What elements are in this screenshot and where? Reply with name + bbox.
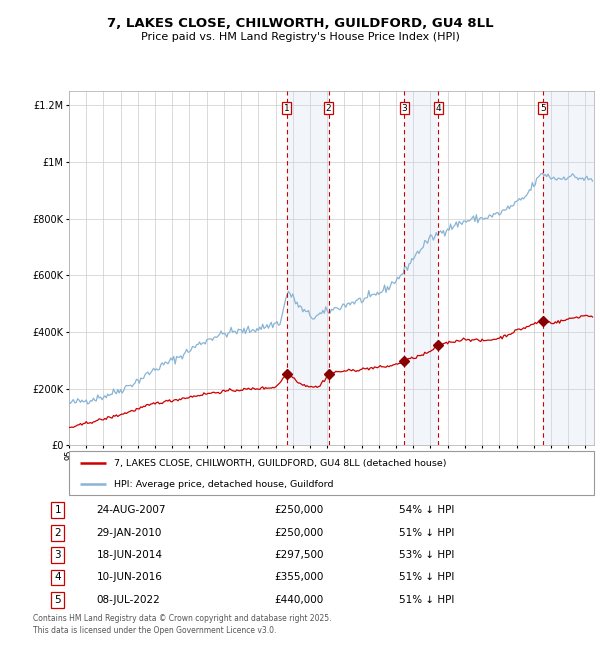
Text: £297,500: £297,500	[275, 550, 324, 560]
Text: 51% ↓ HPI: 51% ↓ HPI	[399, 573, 454, 582]
Text: 5: 5	[540, 103, 545, 112]
Text: £250,000: £250,000	[275, 506, 324, 515]
Text: 18-JUN-2014: 18-JUN-2014	[97, 550, 163, 560]
Text: 51% ↓ HPI: 51% ↓ HPI	[399, 528, 454, 538]
Text: 7, LAKES CLOSE, CHILWORTH, GUILDFORD, GU4 8LL (detached house): 7, LAKES CLOSE, CHILWORTH, GUILDFORD, GU…	[113, 459, 446, 468]
Text: 53% ↓ HPI: 53% ↓ HPI	[399, 550, 454, 560]
Text: 2: 2	[326, 103, 331, 112]
Bar	[287, 91, 329, 445]
Text: 4: 4	[435, 103, 441, 112]
Text: 7, LAKES CLOSE, CHILWORTH, GUILDFORD, GU4 8LL: 7, LAKES CLOSE, CHILWORTH, GUILDFORD, GU…	[107, 17, 493, 30]
Bar	[404, 91, 438, 445]
Bar	[542, 91, 594, 445]
Text: 1: 1	[284, 103, 290, 112]
Text: 51% ↓ HPI: 51% ↓ HPI	[399, 595, 454, 604]
Text: 3: 3	[55, 550, 61, 560]
Text: 5: 5	[55, 595, 61, 604]
Text: Contains HM Land Registry data © Crown copyright and database right 2025.
This d: Contains HM Land Registry data © Crown c…	[33, 614, 331, 635]
Text: Price paid vs. HM Land Registry's House Price Index (HPI): Price paid vs. HM Land Registry's House …	[140, 32, 460, 42]
Text: £250,000: £250,000	[275, 528, 324, 538]
Text: 29-JAN-2010: 29-JAN-2010	[97, 528, 162, 538]
Text: 2: 2	[55, 528, 61, 538]
Text: 08-JUL-2022: 08-JUL-2022	[97, 595, 160, 604]
Text: 54% ↓ HPI: 54% ↓ HPI	[399, 506, 454, 515]
Text: 3: 3	[401, 103, 407, 112]
Text: 10-JUN-2016: 10-JUN-2016	[97, 573, 163, 582]
Text: £440,000: £440,000	[275, 595, 324, 604]
Text: 24-AUG-2007: 24-AUG-2007	[97, 506, 166, 515]
Text: £355,000: £355,000	[275, 573, 324, 582]
Text: HPI: Average price, detached house, Guildford: HPI: Average price, detached house, Guil…	[113, 480, 333, 489]
Text: 1: 1	[55, 506, 61, 515]
Text: 4: 4	[55, 573, 61, 582]
